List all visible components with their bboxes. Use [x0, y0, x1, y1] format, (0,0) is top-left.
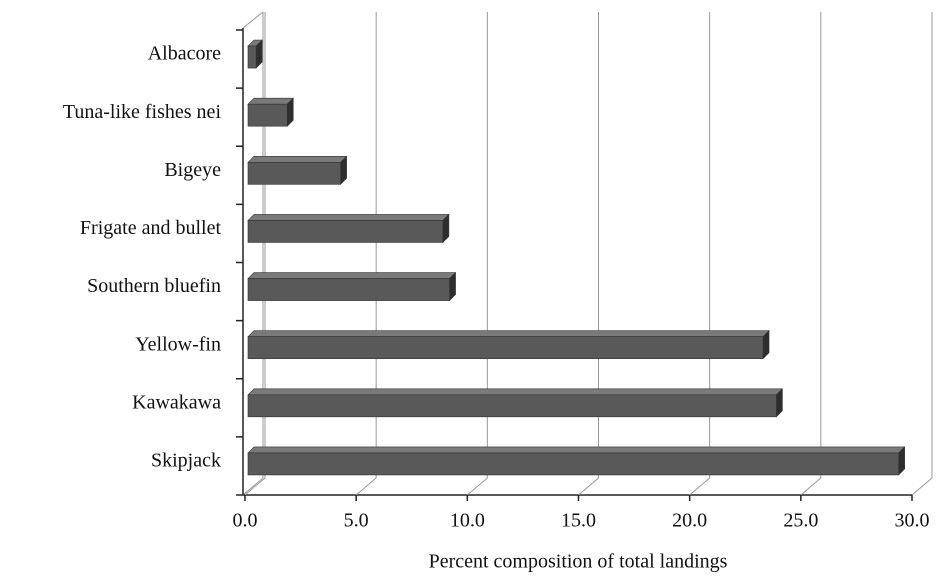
bar-face	[247, 97, 294, 105]
bar	[247, 271, 457, 302]
bar	[247, 329, 770, 360]
bar-face	[247, 452, 899, 476]
grid-line	[911, 477, 933, 496]
bar-face	[247, 103, 288, 127]
y-tick-label: Southern bluefin	[87, 275, 221, 297]
bar-face	[247, 220, 444, 243]
x-tick-label: 15.0	[561, 510, 596, 532]
bar-face	[247, 388, 784, 396]
bar	[247, 155, 348, 186]
bar-face	[247, 45, 257, 69]
bar	[247, 446, 906, 476]
grid-line	[355, 477, 377, 496]
x-tick-label: 30.0	[895, 510, 930, 532]
x-tick-label: 0.0	[233, 510, 258, 532]
y-tick-label: Albacore	[148, 43, 221, 65]
x-tick-label: 25.0	[783, 510, 818, 532]
grid-line	[244, 477, 266, 496]
bar-face	[247, 278, 450, 301]
grid-line	[689, 477, 710, 496]
grid-line	[467, 477, 488, 496]
y-tick-label: Kawakawa	[132, 391, 221, 413]
wall-edge	[242, 477, 264, 496]
x-tick-label: 20.0	[672, 510, 707, 532]
bar	[247, 39, 263, 69]
x-tick-label: 10.0	[450, 510, 485, 532]
x-axis-title: Percent composition of total landings	[429, 551, 728, 573]
bar	[247, 388, 784, 418]
bar-face	[247, 272, 457, 279]
bar-face	[247, 330, 770, 337]
y-tick-label: Frigate and bullet	[80, 217, 222, 239]
grid-line	[800, 477, 822, 496]
y-tick-label: Tuna-like fishes nei	[63, 101, 222, 123]
bar-face	[247, 162, 341, 185]
bar	[247, 97, 294, 127]
bar-face	[247, 446, 906, 454]
bar-face	[247, 394, 777, 418]
y-tick-label: Bigeye	[164, 159, 221, 181]
y-tick-label: Yellow-fin	[135, 333, 221, 355]
bar-face	[247, 336, 764, 359]
y-tick-label: Skipjack	[151, 450, 221, 472]
bar-face	[247, 156, 348, 163]
grid-line	[578, 477, 599, 496]
bar-face	[247, 214, 450, 221]
wall-edge	[242, 11, 264, 29]
x-tick-label: 5.0	[344, 510, 369, 532]
bar	[247, 213, 450, 244]
